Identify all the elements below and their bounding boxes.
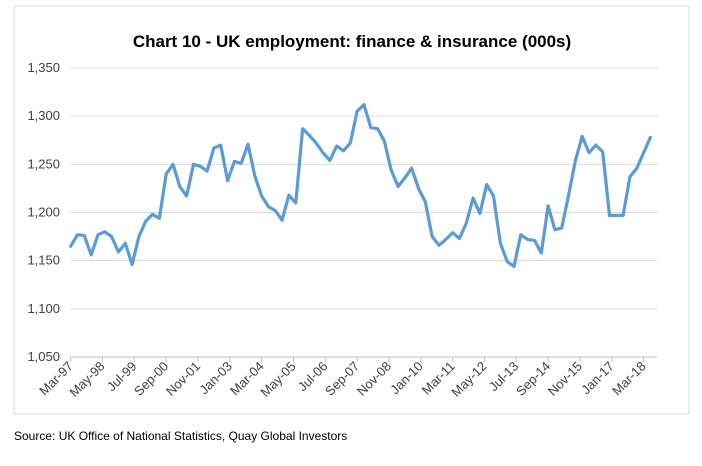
- y-tick-label: 1,050: [27, 349, 60, 364]
- y-tick-label: 1,300: [27, 108, 60, 123]
- y-tick-label: 1,350: [27, 60, 60, 75]
- y-tick-label: 1,150: [27, 253, 60, 268]
- y-tick-label: 1,200: [27, 205, 60, 220]
- chart-title: Chart 10 - UK employment: finance & insu…: [133, 32, 571, 51]
- source-note: Source: UK Office of National Statistics…: [14, 429, 348, 443]
- series-line: [69, 102, 653, 268]
- y-tick-label: 1,100: [27, 301, 60, 316]
- chart-border: [13, 5, 690, 415]
- y-tick-label: 1,250: [27, 156, 60, 171]
